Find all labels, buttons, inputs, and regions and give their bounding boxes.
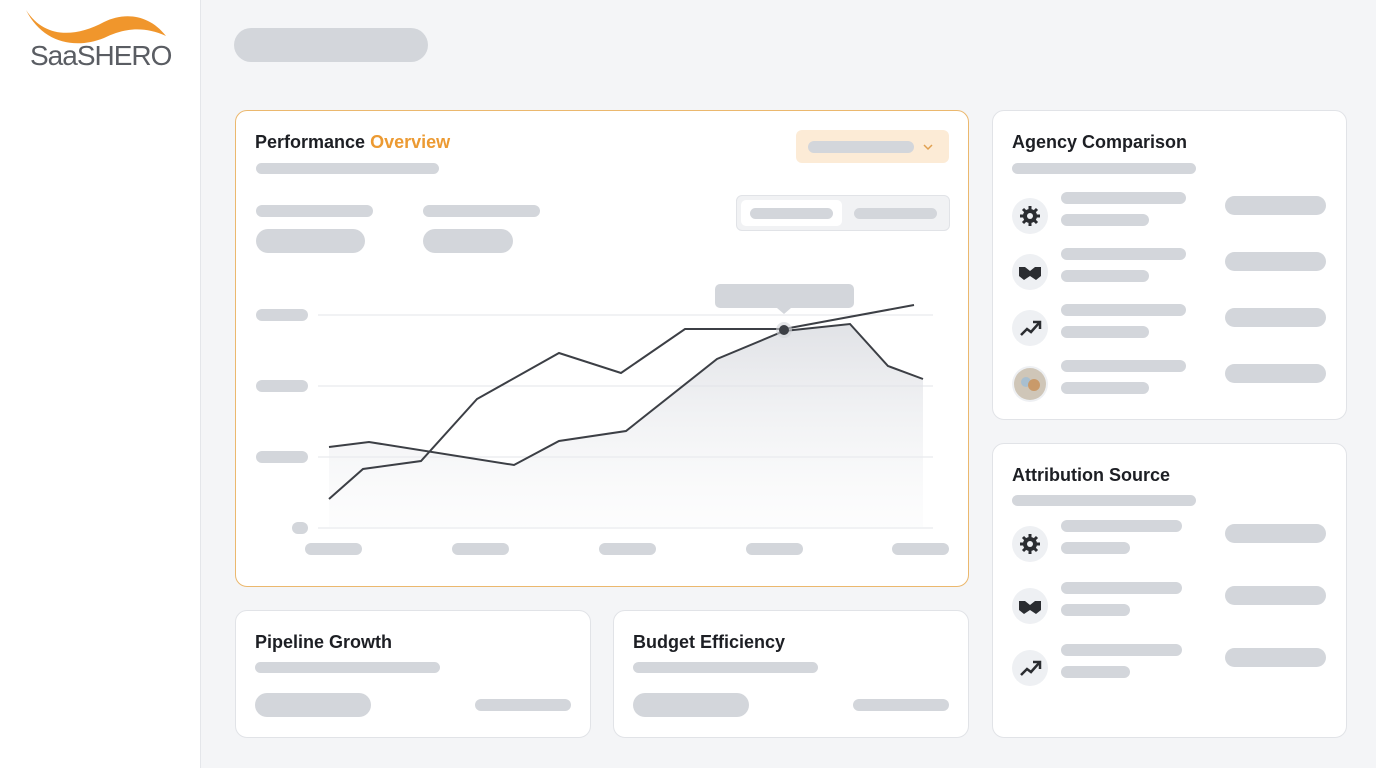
list-row (1012, 304, 1328, 350)
toggle[interactable] (736, 195, 950, 231)
budget-card: Budget Efficiency (613, 610, 969, 738)
list-row (1012, 192, 1328, 238)
card-title: Attribution Source (1012, 465, 1170, 485)
card-title: Pipeline Growth (255, 632, 393, 652)
logo-swoosh (26, 10, 166, 44)
list-row (1012, 582, 1328, 628)
row-icon (1012, 526, 1048, 562)
skeleton (256, 163, 439, 174)
performance-card: Performance Overview (235, 110, 969, 587)
list-row (1012, 248, 1328, 294)
card-title: Budget Efficiency (633, 632, 786, 652)
sidebar: SaaSHERO (0, 0, 201, 768)
list-row (1012, 360, 1328, 406)
dropdown[interactable] (796, 130, 949, 163)
list-row (1012, 644, 1328, 690)
row-icon (1012, 588, 1048, 624)
row-icon (1012, 254, 1048, 290)
card-title: Performance Overview (255, 132, 450, 153)
title-accent: Overview (370, 132, 451, 152)
logo-text: SaaSHERO (30, 40, 172, 71)
row-icon (1012, 366, 1048, 402)
list-row (1012, 520, 1328, 566)
row-icon (1012, 310, 1048, 346)
title-text: Performance (255, 132, 366, 152)
line-chart (256, 284, 949, 555)
pipeline-card: Pipeline Growth (235, 610, 591, 738)
row-icon (1012, 198, 1048, 234)
header-skeleton (234, 28, 428, 62)
card-title: Agency Comparison (1012, 132, 1188, 152)
row-icon (1012, 650, 1048, 686)
